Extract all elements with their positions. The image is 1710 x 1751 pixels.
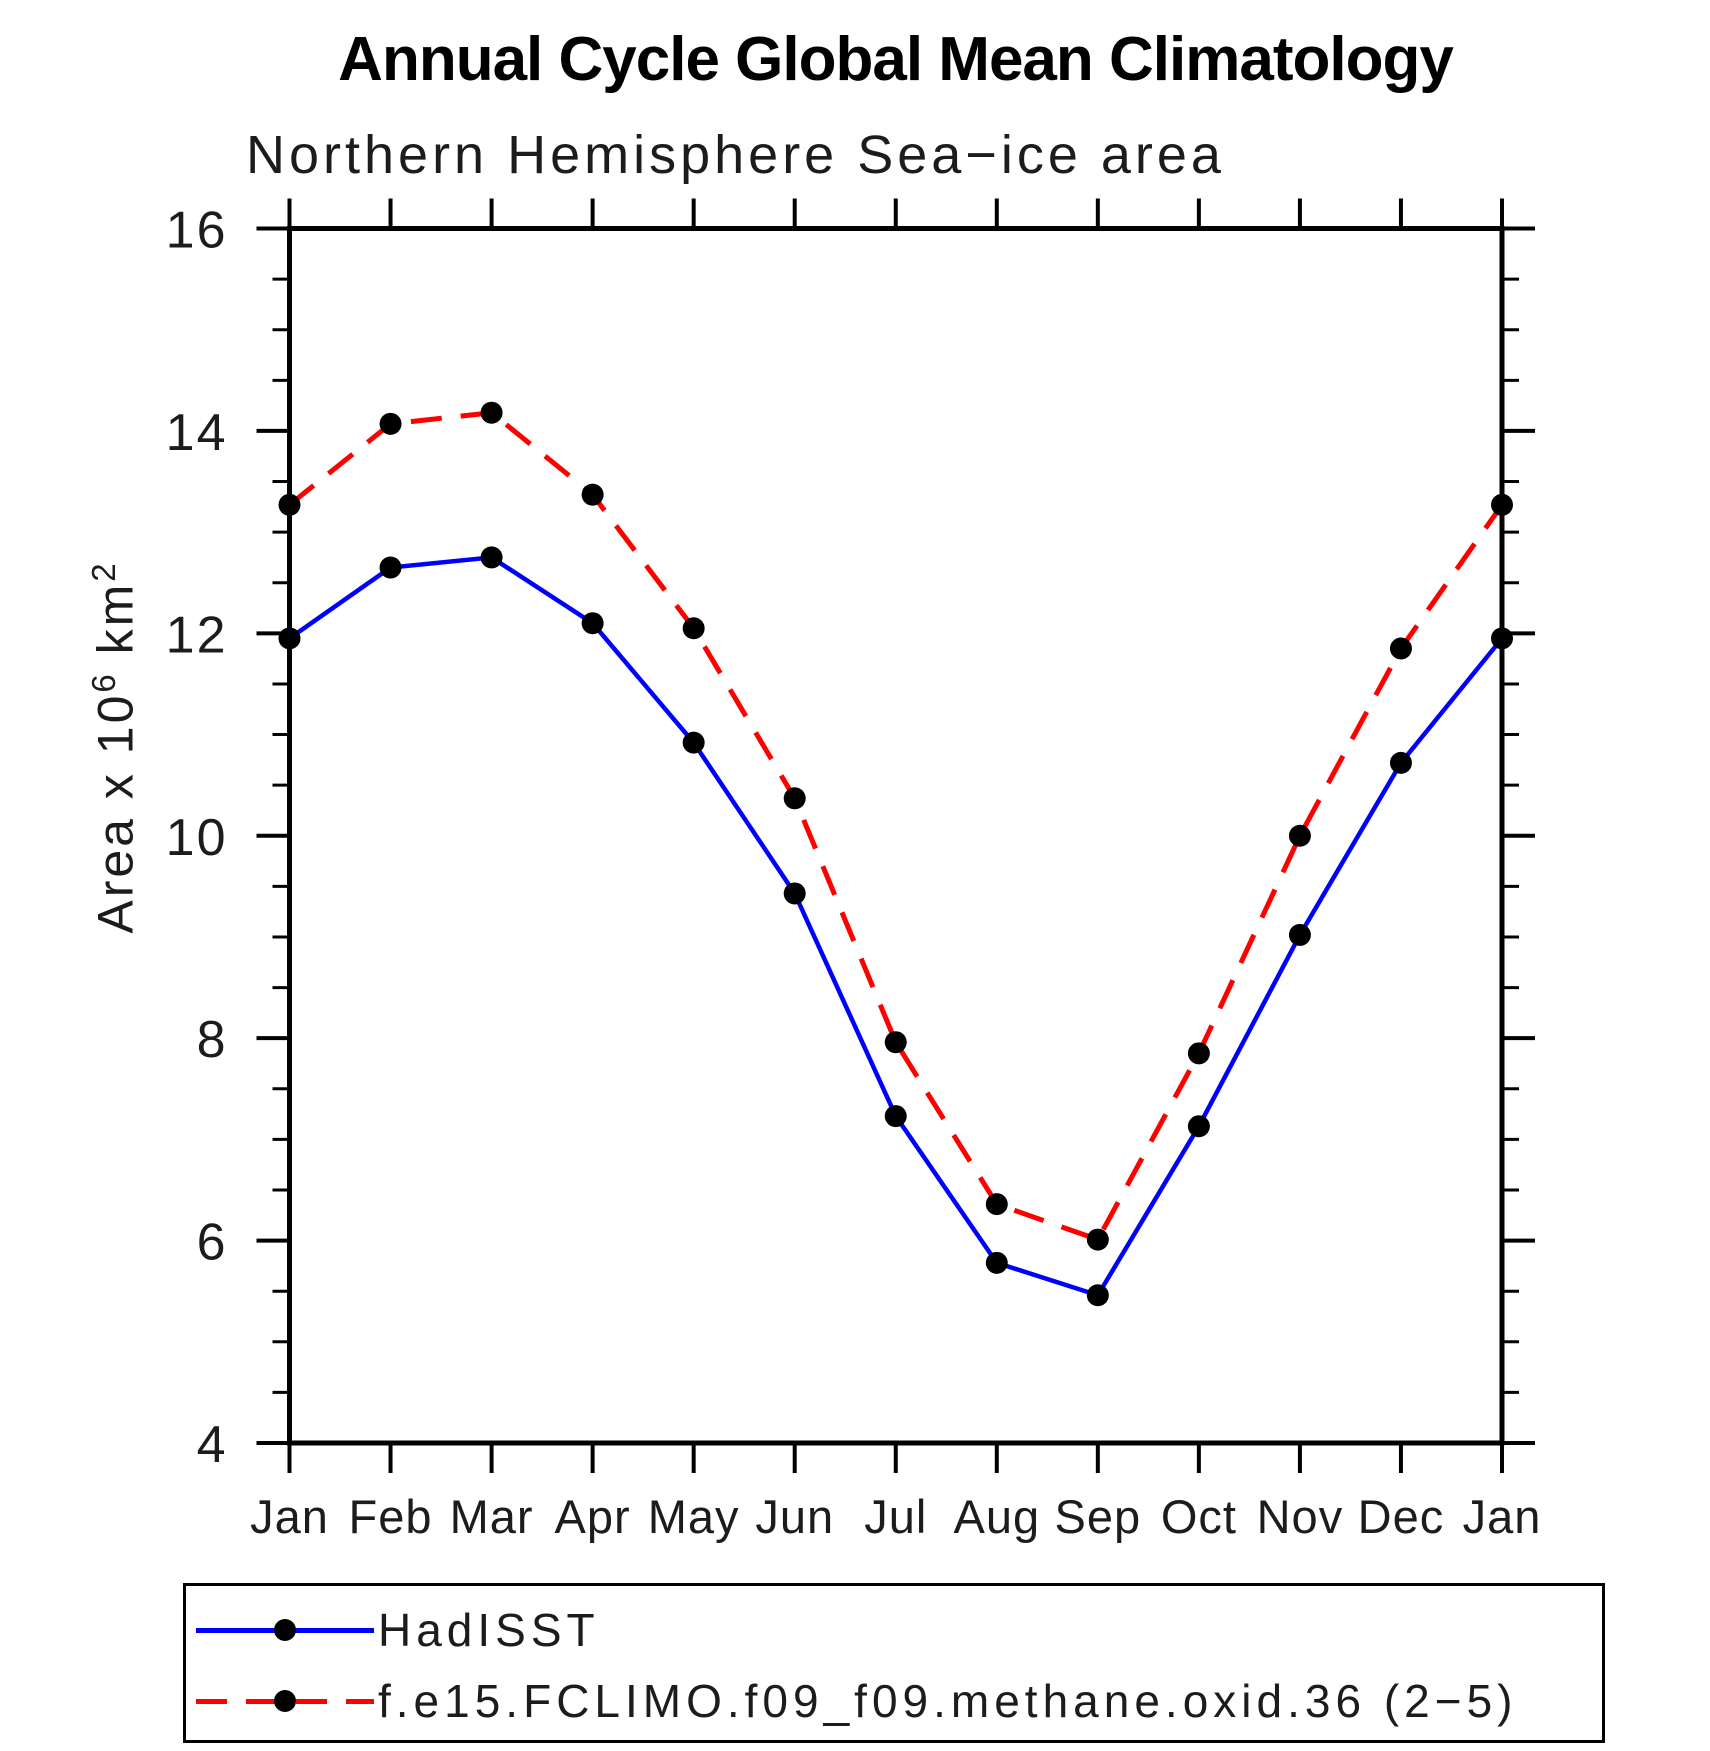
x-tick-label: Dec (1358, 1490, 1445, 1543)
data-point-marker (1389, 751, 1412, 774)
x-tick-label: Oct (1161, 1490, 1237, 1543)
data-point-marker (682, 617, 705, 640)
legend-item-model: f.e15.FCLIMO.f09_f09.methane.oxid.36 (2−… (196, 1675, 1517, 1727)
y-tick-label: 10 (166, 809, 228, 867)
legend-marker-dot-icon (274, 1619, 296, 1641)
y-tick-label: 12 (166, 606, 228, 664)
x-tick-label: Mar (450, 1490, 534, 1543)
data-point-marker (1491, 627, 1513, 650)
data-point-marker (783, 882, 806, 905)
data-point-marker (1491, 493, 1513, 516)
legend-item-hadisst: HadISST (196, 1604, 600, 1656)
data-point-marker (985, 1251, 1008, 1274)
x-tick-label: Jan (250, 1490, 329, 1543)
y-tick-label: 4 (197, 1416, 228, 1474)
legend-box: HadISST f.e15.FCLIMO.f09_f09.methane.oxi… (183, 1583, 1605, 1743)
data-point-marker (1187, 1042, 1210, 1065)
legend-label-model: f.e15.FCLIMO.f09_f09.methane.oxid.36 (2−… (378, 1675, 1518, 1727)
data-point-marker (884, 1031, 907, 1054)
plot-frame (287, 226, 1505, 1446)
data-point-marker (884, 1105, 907, 1128)
y-tick-label: 6 (197, 1214, 228, 1272)
chart-subtitle: Northern Hemisphere Sea−ice area (246, 125, 1225, 185)
data-point-marker (1086, 1228, 1109, 1251)
data-point-marker (379, 556, 402, 579)
x-tick-label: Apr (555, 1490, 631, 1543)
data-point-marker (1187, 1115, 1210, 1138)
data-point-marker (581, 483, 604, 506)
data-point-marker (985, 1193, 1008, 1216)
legend-line-dashed-red (196, 1690, 374, 1712)
data-point-marker (682, 731, 705, 754)
y-tick-label: 8 (197, 1011, 228, 1069)
x-tick-label: Sep (1055, 1490, 1142, 1543)
legend-marker-dot-icon (274, 1690, 296, 1712)
data-point-marker (783, 787, 806, 810)
data-point-marker (1389, 637, 1412, 660)
legend-label-hadisst: HadISST (378, 1604, 600, 1656)
x-tick-label: Jun (755, 1490, 834, 1543)
data-point-marker (480, 546, 503, 569)
x-tick-label: Jan (1463, 1490, 1542, 1543)
legend-line-solid-blue (196, 1619, 374, 1641)
series-line-hadisst (288, 555, 1504, 1298)
data-point-marker (581, 612, 604, 635)
x-tick-label: Feb (349, 1490, 433, 1543)
data-point-marker (278, 493, 301, 516)
chart-title: Annual Cycle Global Mean Climatology (338, 25, 1454, 94)
data-point-marker (1288, 923, 1311, 946)
data-point-marker (1086, 1284, 1109, 1307)
x-tick-label: Nov (1257, 1490, 1344, 1543)
data-point-marker (379, 412, 402, 435)
data-point-marker (278, 627, 301, 650)
x-tick-label: Jul (864, 1490, 927, 1543)
x-tick-label: Aug (953, 1490, 1040, 1543)
y-tick-label: 14 (166, 404, 228, 462)
data-point-marker (1288, 824, 1311, 847)
x-tick-label: May (648, 1490, 740, 1543)
y-tick-label: 16 (166, 202, 228, 260)
data-point-marker (480, 401, 503, 424)
